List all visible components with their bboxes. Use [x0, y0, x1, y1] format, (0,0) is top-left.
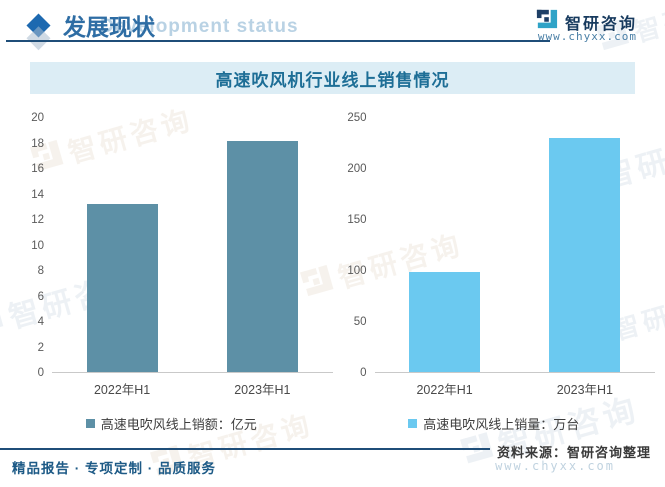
x-axis: 2022年H1 2023年H1 [375, 379, 656, 398]
y-axis-tick-label: 12 [31, 214, 44, 226]
y-axis: 20 18 16 14 12 10 8 6 4 2 0 [10, 112, 52, 379]
page-title: 发展现状 [63, 14, 155, 40]
bar-slot [52, 118, 192, 372]
bar-2022年H1 [86, 204, 158, 372]
y-axis-tick-label: 14 [31, 188, 44, 201]
legend-swatch [85, 419, 95, 428]
bar-2023年H1 [226, 140, 298, 372]
y-axis-tick-label: 0 [360, 367, 367, 379]
chart-sales-value: 20 18 16 14 12 10 8 6 4 2 0 2022年H1 2023年H1 高速电吹风线上… [10, 112, 333, 433]
y-axis-tick-label: 4 [37, 316, 44, 328]
footer-divider [0, 448, 490, 450]
legend-label: 高速电吹风线上销量：万台 [423, 417, 580, 432]
x-axis: 2022年H1 2023年H1 [52, 379, 333, 398]
x-category-label: 2022年H1 [416, 383, 473, 397]
x-category-label: 2022年H1 [93, 383, 151, 397]
legend-swatch [408, 419, 418, 428]
legend: 高速电吹风线上销量：万台 [333, 414, 656, 433]
bar-2022年H1 [409, 272, 481, 372]
diamond-icon [26, 12, 51, 38]
chart-title: 高速吹风机行业线上销售情况 [215, 70, 450, 90]
y-axis-tick-label: 20 [31, 112, 44, 124]
brand-logo: 智研咨询 [536, 8, 637, 35]
bar-slot [192, 118, 332, 372]
y-axis-tick-label: 16 [31, 163, 44, 175]
bar-slot [515, 118, 655, 372]
y-axis-tick-label: 18 [31, 137, 44, 150]
bar-2023年H1 [549, 138, 621, 372]
header-divider [6, 40, 550, 42]
x-category-label: 2023年H1 [556, 383, 614, 397]
legend: 高速电吹风线上销额：亿元 [10, 414, 333, 433]
chart-title-bar: 高速吹风机行业线上销售情况 [30, 62, 635, 94]
footer-url-watermark: www.chyxx.com [495, 459, 615, 473]
y-axis-tick-label: 0 [37, 367, 44, 379]
y-axis-tick-label: 10 [31, 239, 44, 252]
header-subtitle-en: Development status [100, 16, 299, 37]
chart-sales-volume: 250 200 150 100 50 0 2022年H1 2023年H1 高速电吹风线上销量… [333, 112, 656, 433]
y-axis-tick-label: 150 [347, 214, 367, 226]
legend-label: 高速电吹风线上销额：亿元 [100, 417, 257, 432]
brand-url: www.chyxx.com [537, 30, 637, 43]
charts-row: 20 18 16 14 12 10 8 6 4 2 0 2022年H1 2023年H1 高速电吹风线上… [10, 112, 656, 433]
data-source: 资料来源：智研咨询整理 [496, 445, 651, 460]
plot-area [52, 118, 333, 373]
y-axis-tick-label: 50 [353, 316, 367, 328]
brand-name: 智研咨询 [564, 15, 637, 33]
y-axis-tick-label: 8 [37, 265, 44, 277]
y-axis-tick-label: 200 [347, 163, 367, 175]
y-axis-tick-label: 100 [347, 265, 367, 277]
brand-logo-icon [536, 8, 558, 35]
zhiyan-logo-icon [536, 9, 558, 29]
footer-slogan: 精品报告 · 专项定制 · 品质服务 [12, 461, 216, 476]
y-axis-tick-label: 250 [347, 112, 367, 124]
y-axis: 250 200 150 100 50 0 [333, 112, 375, 379]
y-axis-tick-label: 6 [37, 290, 44, 303]
y-axis-tick-label: 2 [37, 341, 44, 354]
plot-area [374, 118, 655, 373]
page-header: Development status 发展现状 智研咨询 www.chyxx.c… [0, 0, 665, 46]
zhiyan-logo-icon [0, 302, 4, 334]
bar-slot [375, 118, 515, 372]
x-category-label: 2023年H1 [234, 383, 291, 397]
